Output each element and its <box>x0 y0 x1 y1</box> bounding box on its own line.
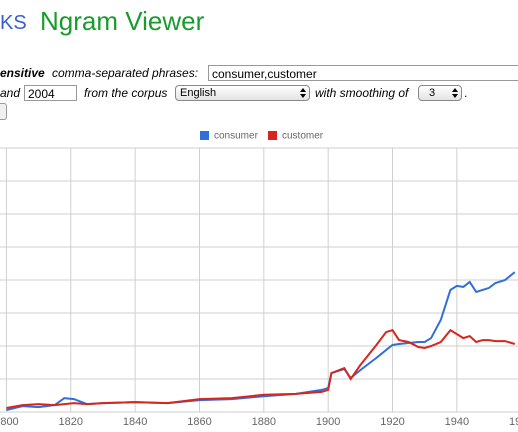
x-tick-label: 1900 <box>316 416 340 428</box>
logo-fragment[interactable]: KS <box>0 12 27 34</box>
legend-label: consumer <box>214 131 259 142</box>
x-tick-label: 1920 <box>380 416 404 428</box>
end-year-input[interactable]: 2004 <box>24 85 77 101</box>
corpus-select[interactable]: English <box>175 85 310 101</box>
x-tick-label: 1820 <box>59 416 83 428</box>
corpus-label: from the corpus <box>84 86 168 100</box>
select-arrows <box>452 88 458 98</box>
x-tick-label: 1800 <box>0 416 19 428</box>
app-title: Ngram Viewer <box>40 6 205 36</box>
select-arrows <box>300 88 306 98</box>
case-label: ensitive <box>0 66 45 80</box>
phrases-label: comma-separated phrases: <box>52 66 199 80</box>
corpus-value: English <box>180 87 217 99</box>
smoothing-label: with smoothing of <box>315 86 409 100</box>
legend-label: customer <box>282 131 324 142</box>
and-label: and <box>0 86 21 100</box>
period: . <box>464 86 468 100</box>
search-button[interactable] <box>0 103 7 120</box>
x-tick-label: 1840 <box>123 416 147 428</box>
x-tick-label: 1880 <box>252 416 276 428</box>
phrases-input[interactable]: consumer,customer <box>208 65 518 81</box>
series-line <box>6 328 516 409</box>
series-line <box>6 271 516 411</box>
smoothing-select[interactable]: 3 <box>418 85 462 101</box>
x-tick-label: 1940 <box>445 416 469 428</box>
legend-swatch <box>200 131 209 140</box>
smoothing-value: 3 <box>429 87 436 99</box>
legend-swatch <box>268 131 277 140</box>
x-tick-label: 1960 <box>509 416 518 428</box>
x-tick-label: 1860 <box>187 416 211 428</box>
